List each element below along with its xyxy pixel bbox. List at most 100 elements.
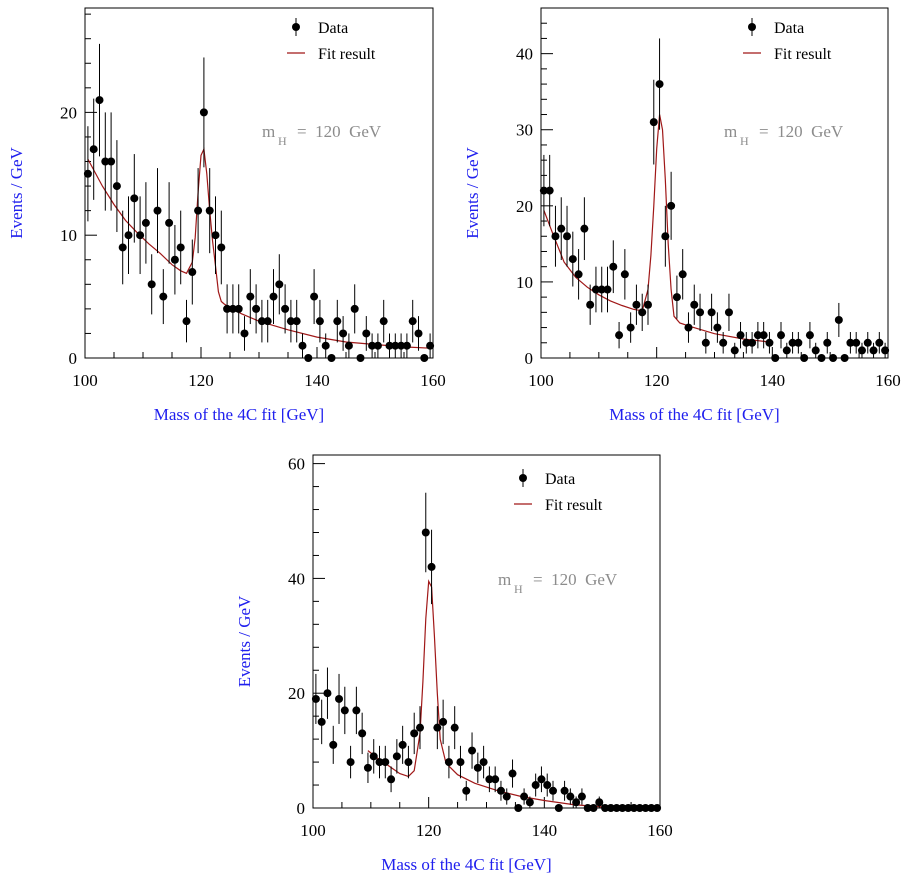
data-point [450,723,459,732]
data-point [730,346,739,355]
data-point [257,317,266,326]
data-point [485,775,494,784]
data-point [661,232,670,241]
data-point [684,323,693,332]
y-tick-label: 10 [516,273,533,292]
x-tick-label: 140 [760,371,786,390]
y-tick-label: 40 [516,45,533,64]
y-axis-title: Events / GeV [7,146,26,238]
data-point [381,758,390,767]
data-point [713,323,722,332]
data-point [609,262,618,271]
data-point [612,804,621,812]
data-point [246,292,255,301]
annotation-mass-subscript: H [740,134,749,148]
fit-result-line [87,147,431,349]
data-point [629,804,638,812]
data-point [846,338,855,347]
data-point [690,300,699,309]
data-point [557,224,566,233]
data-point [344,341,353,350]
data-point [358,729,367,738]
data-point [269,292,278,301]
x-axis-title: Mass of the 4C fit [GeV] [609,405,779,424]
data-point [863,338,872,347]
data-point [597,285,606,294]
annotation-mass-symbol: m [724,122,737,141]
data-point [701,338,710,347]
annotation-mass-value: = 120 GeV [533,570,618,589]
data-point [263,317,272,326]
data-point [234,304,243,313]
data-point [543,781,552,790]
data-point [468,746,477,755]
y-tick-label: 0 [525,349,534,368]
x-tick-label: 100 [528,371,554,390]
data-point [327,354,336,362]
data-point [311,694,320,703]
data-point [678,270,687,279]
data-point [398,740,407,749]
data-point [410,729,419,738]
data-point [707,308,716,317]
data-point [397,341,406,350]
y-tick-label: 10 [60,226,77,245]
data-point [421,528,430,537]
data-point [194,206,203,215]
data-point [724,308,733,317]
data-point [427,562,436,571]
y-tick-label: 0 [297,799,306,818]
data-point [414,329,423,338]
data-point [857,346,866,355]
data-point [387,775,396,784]
data-point [624,804,633,812]
data-point [667,201,676,210]
data-point [101,157,110,166]
data-point [580,224,589,233]
y-tick-label: 20 [288,684,305,703]
data-point [800,354,809,362]
x-axis-title: Mass of the 4C fit [GeV] [381,855,551,874]
y-tick-label: 60 [288,455,305,474]
annotation-mass-subscript: H [278,134,287,148]
x-axis-title: Mass of the 4C fit [GeV] [154,405,324,424]
data-point [788,338,797,347]
data-point [620,270,629,279]
data-point [566,792,575,801]
data-point [852,338,861,347]
data-point [502,792,511,801]
data-point [456,758,465,767]
data-point [321,341,330,350]
chart-panel-top-right: 100 120 140 160 0 10 20 30 40 Mass of the 4C fit … [463,7,901,424]
data-point [141,218,150,227]
data-point [520,792,529,801]
data-point [373,341,382,350]
data-point [583,804,592,812]
data-point [415,723,424,732]
legend-label-data: Data [318,20,348,37]
data-point [188,268,197,277]
data-point [554,804,563,812]
data-point [525,798,534,807]
data-point [130,194,139,203]
data-point [635,804,644,812]
x-tick-label: 100 [300,821,326,840]
data-point [539,186,548,195]
data-point [753,331,762,340]
data-point [696,308,705,317]
x-tick-label: 140 [532,821,558,840]
data-point [333,317,342,326]
data-point [531,781,540,790]
data-point [586,300,595,309]
data-point [211,231,220,240]
data-point [794,338,803,347]
data-point [577,792,586,801]
data-point [514,804,523,812]
data-point [369,752,378,761]
data-point [286,317,295,326]
data-point [217,243,226,252]
annotation-mass-subscript: H [514,582,523,596]
annotation-mass-value: = 120 GeV [297,122,382,141]
y-axis-title: Events / GeV [463,146,482,238]
data-point [782,346,791,355]
